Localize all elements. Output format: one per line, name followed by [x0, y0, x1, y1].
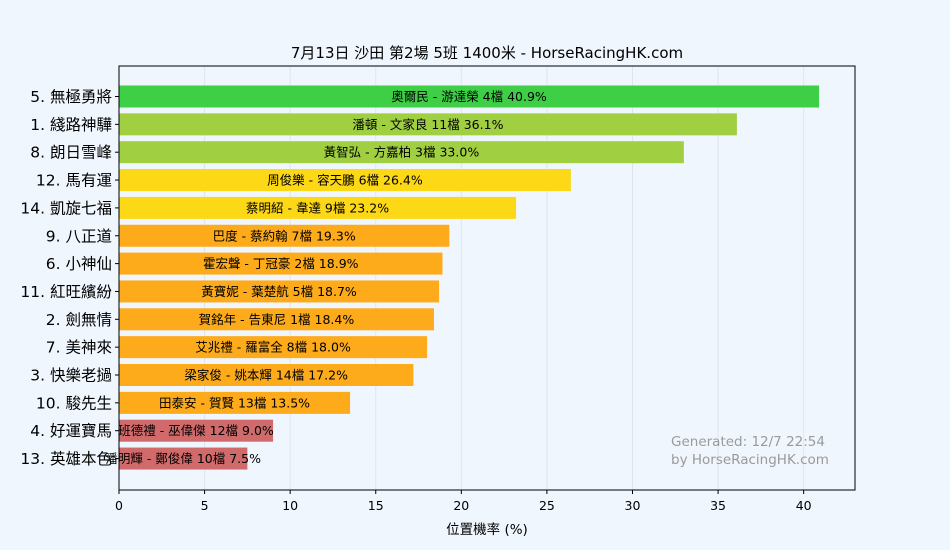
- watermark-generated: Generated: 12/7 22:54: [671, 434, 825, 450]
- bar: [119, 419, 274, 442]
- category-label: 6. 小神仙: [46, 255, 112, 273]
- bars: 奧爾民 - 游達榮 4檔 40.9% 潘頓 - 文家良 11檔 36.1% 黃智弘 …: [105, 85, 820, 470]
- bar-label: 周俊樂 - 容天鵬 6檔 26.4%: [267, 173, 423, 188]
- bar-label: 黃智弘 - 方嘉柏 3檔 33.0%: [324, 145, 480, 160]
- x-tick-label: 25: [539, 498, 555, 513]
- bar: [119, 308, 434, 331]
- bar-label: 賀銘年 - 告東尼 1檔 18.4%: [199, 312, 355, 327]
- y-axis: 5. 無極勇將 1. 綫路神驊 8. 朗日雪峰 12. 馬有運 14. 凱旋七福 9. 八…: [20, 88, 119, 468]
- chart-title: 7月13日 沙田 第2場 5班 1400米 - HorseRacingHK.co…: [291, 44, 683, 62]
- bar-label: 奧爾民 - 游達榮 4檔 40.9%: [391, 89, 547, 104]
- category-label: 3. 快樂老撾: [30, 367, 112, 385]
- x-tick-label: 35: [710, 498, 726, 513]
- x-tick-label: 15: [368, 498, 384, 513]
- bar-label: 巴度 - 蔡約翰 7檔 19.3%: [213, 228, 356, 243]
- bar: [119, 364, 414, 386]
- bar-label: 蔡明紹 - 韋達 9檔 23.2%: [246, 200, 389, 215]
- x-tick-label: 30: [625, 498, 641, 513]
- category-label: 10. 駿先生: [36, 394, 112, 412]
- bar-label: 黃寶妮 - 葉楚航 5檔 18.7%: [201, 284, 357, 299]
- bar: [119, 336, 428, 359]
- bar-label: 艾兆禮 - 羅富全 8檔 18.0%: [195, 340, 351, 355]
- bar-label: 梁家俊 - 姚本輝 14檔 17.2%: [184, 368, 348, 383]
- x-tick-label: 0: [115, 498, 123, 513]
- bar: [119, 224, 450, 247]
- category-label: 5. 無極勇將: [30, 88, 112, 106]
- plot-background: [119, 66, 855, 490]
- bar: [119, 280, 440, 303]
- x-tick-label: 10: [282, 498, 298, 513]
- category-label: 8. 朗日雪峰: [30, 144, 112, 162]
- x-tick-label: 20: [453, 498, 469, 513]
- plot-frame: [118, 65, 856, 491]
- bar: [119, 252, 443, 275]
- bar-label: 潘明輝 - 鄭俊偉 10檔 7.5%: [105, 451, 261, 466]
- x-axis: 0 5 10 15 20 25 30 35 40: [115, 490, 812, 513]
- bar-label: 班德禮 - 巫偉傑 12檔 9.0%: [118, 423, 274, 438]
- bar-label: 潘頓 - 文家良 11檔 36.1%: [352, 117, 503, 132]
- x-axis-label: 位置機率 (%): [446, 521, 528, 538]
- bar: [119, 141, 684, 164]
- bar: [119, 196, 517, 219]
- category-label: 14. 凱旋七福: [20, 199, 112, 217]
- bar: [119, 85, 820, 108]
- bar-label: 霍宏聲 - 丁冠豪 2檔 18.9%: [203, 256, 359, 271]
- bar: [119, 169, 571, 192]
- x-tick-label: 40: [796, 498, 812, 513]
- category-label: 7. 美神來: [46, 339, 112, 357]
- category-label: 1. 綫路神驊: [30, 116, 112, 134]
- category-label: 2. 劍無情: [46, 311, 112, 329]
- category-label: 12. 馬有運: [36, 172, 112, 190]
- bar: [119, 113, 737, 136]
- x-tick-label: 5: [201, 498, 209, 513]
- category-label: 4. 好運寶馬: [30, 421, 112, 440]
- watermark-site: by HorseRacingHK.com: [671, 452, 829, 468]
- category-label: 9. 八正道: [46, 227, 112, 245]
- category-label: 13. 英雄本色: [20, 450, 112, 468]
- bar-label: 田泰安 - 賀賢 13檔 13.5%: [159, 395, 310, 410]
- bar: [119, 391, 351, 414]
- category-label: 11. 紅旺繽紛: [20, 283, 112, 301]
- bar: [119, 447, 248, 470]
